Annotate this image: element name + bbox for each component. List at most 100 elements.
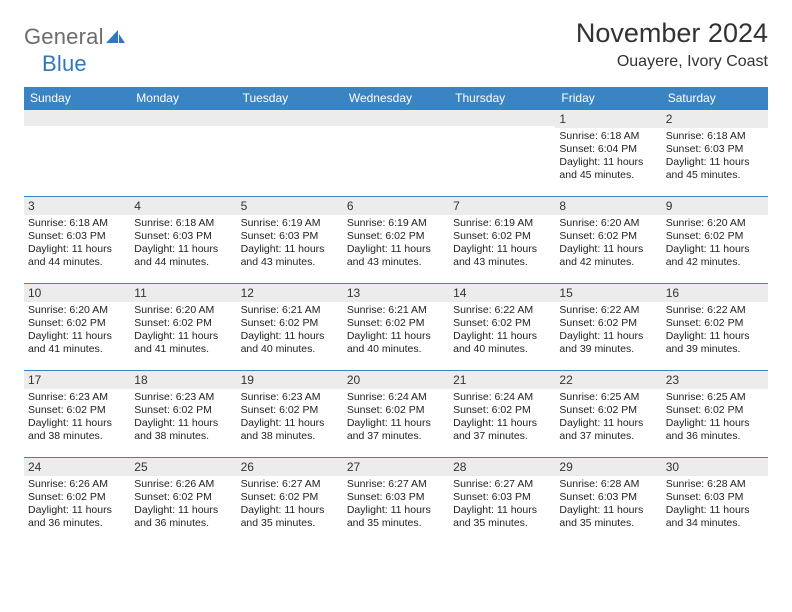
daylight-text: Daylight: 11 hours and 35 minutes. [559,504,657,530]
sunset-text: Sunset: 6:02 PM [347,404,445,417]
logo: General Blue [24,18,126,77]
sunset-text: Sunset: 6:03 PM [134,230,232,243]
calendar-week: 3Sunrise: 6:18 AMSunset: 6:03 PMDaylight… [24,197,768,284]
calendar-cell: 30Sunrise: 6:28 AMSunset: 6:03 PMDayligh… [662,458,768,545]
sunset-text: Sunset: 6:02 PM [134,404,232,417]
calendar-page: General Blue November 2024 Ouayere, Ivor… [0,0,792,555]
logo-stack: General Blue [24,24,126,77]
sunset-text: Sunset: 6:02 PM [666,404,764,417]
day-details: Sunrise: 6:22 AMSunset: 6:02 PMDaylight:… [449,302,555,359]
daylight-text: Daylight: 11 hours and 42 minutes. [666,243,764,269]
daylight-text: Daylight: 11 hours and 39 minutes. [559,330,657,356]
daylight-text: Daylight: 11 hours and 37 minutes. [453,417,551,443]
weekday-header: Thursday [449,87,555,110]
calendar-week: 24Sunrise: 6:26 AMSunset: 6:02 PMDayligh… [24,458,768,545]
day-details: Sunrise: 6:25 AMSunset: 6:02 PMDaylight:… [662,389,768,446]
sunset-text: Sunset: 6:02 PM [134,317,232,330]
sunset-text: Sunset: 6:02 PM [241,491,339,504]
weekday-header: Friday [555,87,661,110]
sunset-text: Sunset: 6:02 PM [28,491,126,504]
sunset-text: Sunset: 6:03 PM [241,230,339,243]
calendar-table: SundayMondayTuesdayWednesdayThursdayFrid… [24,87,768,545]
sunset-text: Sunset: 6:02 PM [666,230,764,243]
calendar-cell: 20Sunrise: 6:24 AMSunset: 6:02 PMDayligh… [343,371,449,458]
sunrise-text: Sunrise: 6:22 AM [559,304,657,317]
daylight-text: Daylight: 11 hours and 43 minutes. [241,243,339,269]
calendar-cell: 12Sunrise: 6:21 AMSunset: 6:02 PMDayligh… [237,284,343,371]
day-number: 21 [449,371,555,389]
sunset-text: Sunset: 6:03 PM [559,491,657,504]
sunset-text: Sunset: 6:02 PM [559,230,657,243]
logo-text-general: General [24,24,104,49]
daylight-text: Daylight: 11 hours and 43 minutes. [453,243,551,269]
day-number: 3 [24,197,130,215]
sunset-text: Sunset: 6:03 PM [28,230,126,243]
sunset-text: Sunset: 6:04 PM [559,143,657,156]
day-number: 13 [343,284,449,302]
sunset-text: Sunset: 6:03 PM [666,491,764,504]
day-number [130,110,236,126]
day-number: 11 [130,284,236,302]
sunset-text: Sunset: 6:02 PM [453,404,551,417]
calendar-cell: 22Sunrise: 6:25 AMSunset: 6:02 PMDayligh… [555,371,661,458]
sunrise-text: Sunrise: 6:28 AM [666,478,764,491]
calendar-cell: 19Sunrise: 6:23 AMSunset: 6:02 PMDayligh… [237,371,343,458]
daylight-text: Daylight: 11 hours and 42 minutes. [559,243,657,269]
calendar-cell: 24Sunrise: 6:26 AMSunset: 6:02 PMDayligh… [24,458,130,545]
day-details: Sunrise: 6:23 AMSunset: 6:02 PMDaylight:… [24,389,130,446]
sunrise-text: Sunrise: 6:18 AM [559,130,657,143]
daylight-text: Daylight: 11 hours and 36 minutes. [134,504,232,530]
daylight-text: Daylight: 11 hours and 36 minutes. [28,504,126,530]
location: Ouayere, Ivory Coast [576,53,768,71]
calendar-cell: 6Sunrise: 6:19 AMSunset: 6:02 PMDaylight… [343,197,449,284]
sunrise-text: Sunrise: 6:24 AM [453,391,551,404]
calendar-cell: 16Sunrise: 6:22 AMSunset: 6:02 PMDayligh… [662,284,768,371]
day-number [343,110,449,126]
calendar-cell [24,110,130,197]
sunset-text: Sunset: 6:02 PM [347,317,445,330]
day-number [24,110,130,126]
calendar-cell: 13Sunrise: 6:21 AMSunset: 6:02 PMDayligh… [343,284,449,371]
day-details: Sunrise: 6:28 AMSunset: 6:03 PMDaylight:… [555,476,661,533]
calendar-week: 10Sunrise: 6:20 AMSunset: 6:02 PMDayligh… [24,284,768,371]
weekday-header: Wednesday [343,87,449,110]
day-details: Sunrise: 6:22 AMSunset: 6:02 PMDaylight:… [555,302,661,359]
sail-icon [106,28,126,51]
calendar-cell [449,110,555,197]
day-details: Sunrise: 6:20 AMSunset: 6:02 PMDaylight:… [555,215,661,272]
sunset-text: Sunset: 6:02 PM [666,317,764,330]
calendar-cell [130,110,236,197]
day-details: Sunrise: 6:26 AMSunset: 6:02 PMDaylight:… [24,476,130,533]
day-details: Sunrise: 6:27 AMSunset: 6:03 PMDaylight:… [449,476,555,533]
day-number: 22 [555,371,661,389]
day-number: 29 [555,458,661,476]
calendar-cell: 5Sunrise: 6:19 AMSunset: 6:03 PMDaylight… [237,197,343,284]
daylight-text: Daylight: 11 hours and 35 minutes. [347,504,445,530]
sunset-text: Sunset: 6:02 PM [241,317,339,330]
day-number: 25 [130,458,236,476]
calendar-cell: 11Sunrise: 6:20 AMSunset: 6:02 PMDayligh… [130,284,236,371]
weekday-row: SundayMondayTuesdayWednesdayThursdayFrid… [24,87,768,110]
sunrise-text: Sunrise: 6:20 AM [559,217,657,230]
sunrise-text: Sunrise: 6:19 AM [453,217,551,230]
sunset-text: Sunset: 6:02 PM [241,404,339,417]
day-number: 9 [662,197,768,215]
sunrise-text: Sunrise: 6:23 AM [241,391,339,404]
weekday-header: Saturday [662,87,768,110]
calendar-cell: 29Sunrise: 6:28 AMSunset: 6:03 PMDayligh… [555,458,661,545]
day-number: 6 [343,197,449,215]
day-details: Sunrise: 6:27 AMSunset: 6:02 PMDaylight:… [237,476,343,533]
sunrise-text: Sunrise: 6:25 AM [666,391,764,404]
calendar-body: 1Sunrise: 6:18 AMSunset: 6:04 PMDaylight… [24,110,768,545]
day-details: Sunrise: 6:19 AMSunset: 6:02 PMDaylight:… [449,215,555,272]
weekday-header: Monday [130,87,236,110]
day-details: Sunrise: 6:23 AMSunset: 6:02 PMDaylight:… [130,389,236,446]
month-title: November 2024 [576,18,768,49]
day-number: 14 [449,284,555,302]
calendar-week: 17Sunrise: 6:23 AMSunset: 6:02 PMDayligh… [24,371,768,458]
header-row: General Blue November 2024 Ouayere, Ivor… [24,18,768,77]
sunrise-text: Sunrise: 6:18 AM [134,217,232,230]
sunrise-text: Sunrise: 6:20 AM [28,304,126,317]
daylight-text: Daylight: 11 hours and 40 minutes. [453,330,551,356]
sunrise-text: Sunrise: 6:19 AM [347,217,445,230]
